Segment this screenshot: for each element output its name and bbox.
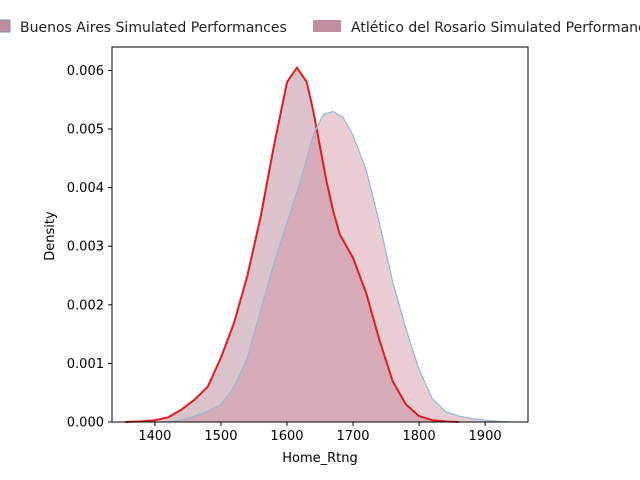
y-tick-label: 0.006 <box>67 64 104 79</box>
axes: 1400 1500 1600 1700 1800 1900 0.000 0.001 0.002 0… <box>67 64 502 444</box>
plot-area <box>125 66 512 423</box>
legend: Buenos Aires Simulated Performances Atlé… <box>0 19 640 36</box>
plot-frame <box>111 46 529 423</box>
x-tick-label: 1700 <box>336 429 369 444</box>
x-tick-label: 1400 <box>138 429 171 444</box>
y-tick-label: 0.002 <box>67 298 104 313</box>
x-tick-label: 1900 <box>469 429 502 444</box>
series-area-1 <box>168 111 512 422</box>
y-tick-label: 0.001 <box>67 357 104 372</box>
legend-swatch-buenos-aires <box>0 19 11 33</box>
legend-label-atletico-rosario: Atlético del Rosario Simulated Performan… <box>351 20 640 36</box>
y-tick-label: 0.003 <box>67 240 104 255</box>
legend-label-buenos-aires: Buenos Aires Simulated Performances <box>20 20 287 36</box>
y-axis-label: Density <box>43 211 58 261</box>
y-tick-label: 0.004 <box>67 181 104 196</box>
y-tick-label: 0.005 <box>67 123 104 138</box>
series-line-0 <box>125 66 459 423</box>
x-tick-label: 1500 <box>204 429 237 444</box>
x-axis-label: Home_Rtng <box>282 451 358 466</box>
x-tick-label: 1600 <box>270 429 303 444</box>
series-line-1 <box>168 110 512 423</box>
y-tick-label: 0.000 <box>67 416 104 431</box>
x-tick-label: 1800 <box>403 429 436 444</box>
legend-swatch-atletico-rosario <box>313 20 341 32</box>
series-area-0 <box>125 67 459 422</box>
